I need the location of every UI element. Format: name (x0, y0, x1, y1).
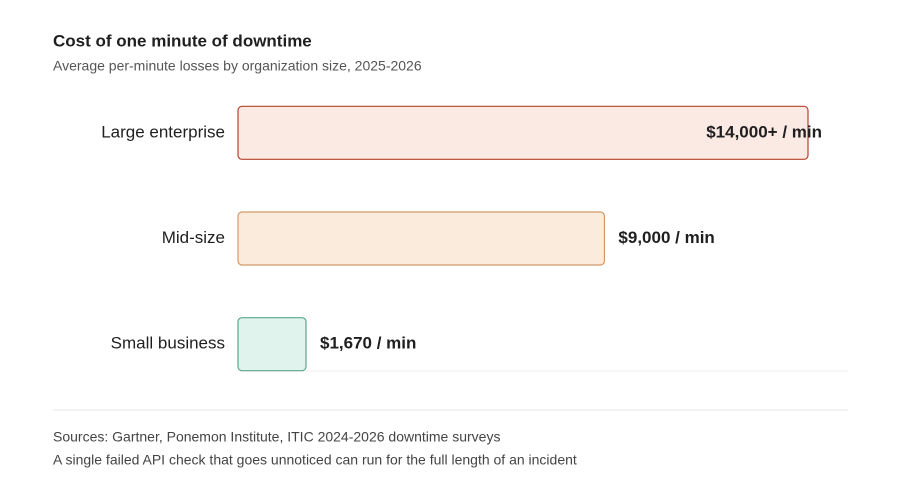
bar (237, 105, 809, 160)
bar (237, 317, 307, 372)
bar (237, 211, 606, 266)
category-label: Mid-size (162, 228, 225, 247)
footnote: A single failed API check that goes unno… (53, 452, 577, 468)
footnote: Sources: Gartner, Ponemon Institute, ITI… (53, 429, 500, 445)
category-label: Large enterprise (101, 122, 225, 141)
value-label: $1,670 / min (320, 334, 416, 353)
value-label: $14,000+ / min (706, 122, 822, 141)
category-label: Small business (111, 334, 225, 353)
chart-subtitle: Average per-minute losses by organizatio… (53, 58, 422, 74)
value-label: $9,000 / min (618, 228, 714, 247)
chart-title: Cost of one minute of downtime (53, 31, 312, 50)
